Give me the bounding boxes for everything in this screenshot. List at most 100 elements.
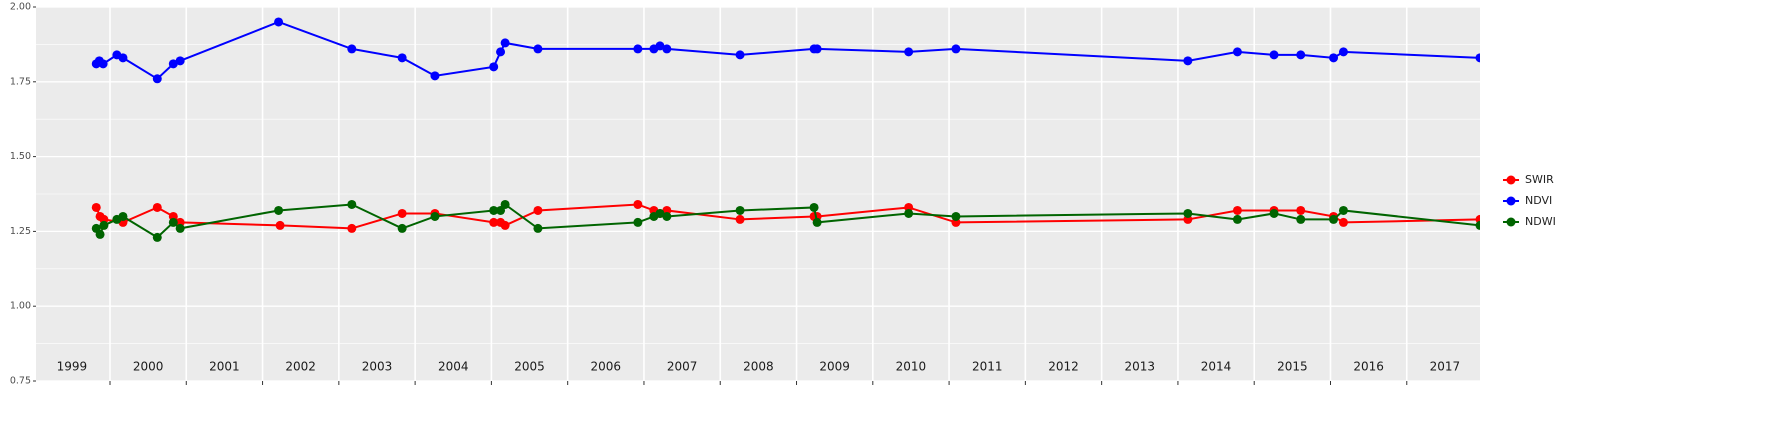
data-point (1329, 214, 1339, 224)
y-tick-label: 1.75 (10, 76, 31, 87)
x-tick-label: 2016 (1353, 360, 1384, 374)
data-point (951, 211, 961, 221)
legend-swatch (1506, 196, 1516, 206)
data-point (500, 38, 510, 48)
data-point (735, 205, 745, 215)
x-tick-label: 2000 (133, 360, 164, 374)
data-point (1232, 205, 1242, 215)
x-tick-label: 2010 (896, 360, 927, 374)
data-point (118, 53, 128, 63)
y-tick-label: 2.00 (10, 2, 31, 13)
data-point (168, 59, 178, 69)
data-point (275, 220, 285, 230)
x-tick-label: 2003 (362, 360, 393, 374)
x-tick-label: 1999 (57, 360, 88, 374)
data-point (1338, 47, 1348, 57)
data-point (168, 217, 178, 227)
data-point (500, 199, 510, 209)
data-point (118, 211, 128, 221)
data-point (533, 205, 543, 215)
y-tick-label: 1.00 (10, 301, 31, 312)
data-point (397, 208, 407, 218)
data-point (274, 17, 284, 27)
data-point (1296, 214, 1306, 224)
data-point (655, 208, 665, 218)
y-tick-label: 0.75 (10, 376, 31, 387)
data-point (1183, 56, 1193, 66)
data-point (489, 205, 499, 215)
data-point (489, 62, 499, 72)
data-point (152, 202, 162, 212)
data-point (1269, 208, 1279, 218)
legend-swatch (1506, 217, 1516, 227)
data-point (347, 44, 357, 54)
data-point (1269, 50, 1279, 60)
data-point (812, 44, 822, 54)
data-point (533, 44, 543, 54)
data-point (633, 217, 643, 227)
x-tick-label: 2015 (1277, 360, 1308, 374)
data-point (1296, 50, 1306, 60)
data-point (152, 232, 162, 242)
x-tick-label: 2009 (819, 360, 850, 374)
legend-label: NDVI (1525, 194, 1552, 207)
data-point (397, 53, 407, 63)
legend-label: SWIR (1525, 173, 1554, 186)
data-point (274, 205, 284, 215)
data-point (735, 214, 745, 224)
x-tick-label: 2004 (438, 360, 469, 374)
data-point (904, 47, 914, 57)
data-point (1338, 217, 1348, 227)
data-point (735, 50, 745, 60)
axes: 0.75 1.00 1.25 1.50 1.75 2.00 1999 2000 2001 2002… (10, 2, 1460, 387)
data-point (633, 199, 643, 209)
grid (36, 6, 1480, 382)
data-point (98, 59, 108, 69)
x-tick-label: 2017 (1430, 360, 1461, 374)
data-point (1338, 205, 1348, 215)
x-tick-label: 2005 (514, 360, 545, 374)
data-point (91, 202, 101, 212)
data-point (500, 220, 510, 230)
data-point (951, 44, 961, 54)
data-point (152, 74, 162, 84)
data-point (812, 217, 822, 227)
legend-swatch (1506, 175, 1516, 185)
data-point (1232, 47, 1242, 57)
x-tick-label: 2014 (1201, 360, 1232, 374)
x-tick-label: 2008 (743, 360, 774, 374)
x-tick-label: 2012 (1048, 360, 1079, 374)
data-point (904, 208, 914, 218)
x-tick-label: 2001 (209, 360, 240, 374)
data-point (662, 211, 672, 221)
data-point (533, 223, 543, 233)
data-point (1296, 205, 1306, 215)
data-point (1475, 220, 1480, 230)
data-point (1475, 53, 1480, 63)
data-point (430, 71, 440, 81)
data-point (175, 56, 185, 66)
data-point (633, 44, 643, 54)
data-point (175, 223, 185, 233)
data-point (1329, 53, 1339, 63)
data-point (1183, 208, 1193, 218)
data-point (662, 44, 672, 54)
data-point (95, 229, 105, 239)
legend-label: NDWI (1525, 215, 1556, 228)
x-tick-label: 2011 (972, 360, 1003, 374)
x-tick-label: 2006 (591, 360, 622, 374)
data-point (347, 199, 357, 209)
data-point (430, 211, 440, 221)
x-tick-label: 2013 (1125, 360, 1156, 374)
data-point (1232, 214, 1242, 224)
data-point (347, 223, 357, 233)
plot-marks (91, 17, 1480, 242)
y-tick-label: 1.25 (10, 226, 31, 237)
data-point (489, 217, 499, 227)
data-point (655, 41, 665, 51)
y-tick-label: 1.50 (10, 151, 31, 162)
data-point (397, 223, 407, 233)
x-tick-label: 2002 (285, 360, 316, 374)
legend: SWIR NDVI NDWI (1503, 173, 1556, 228)
